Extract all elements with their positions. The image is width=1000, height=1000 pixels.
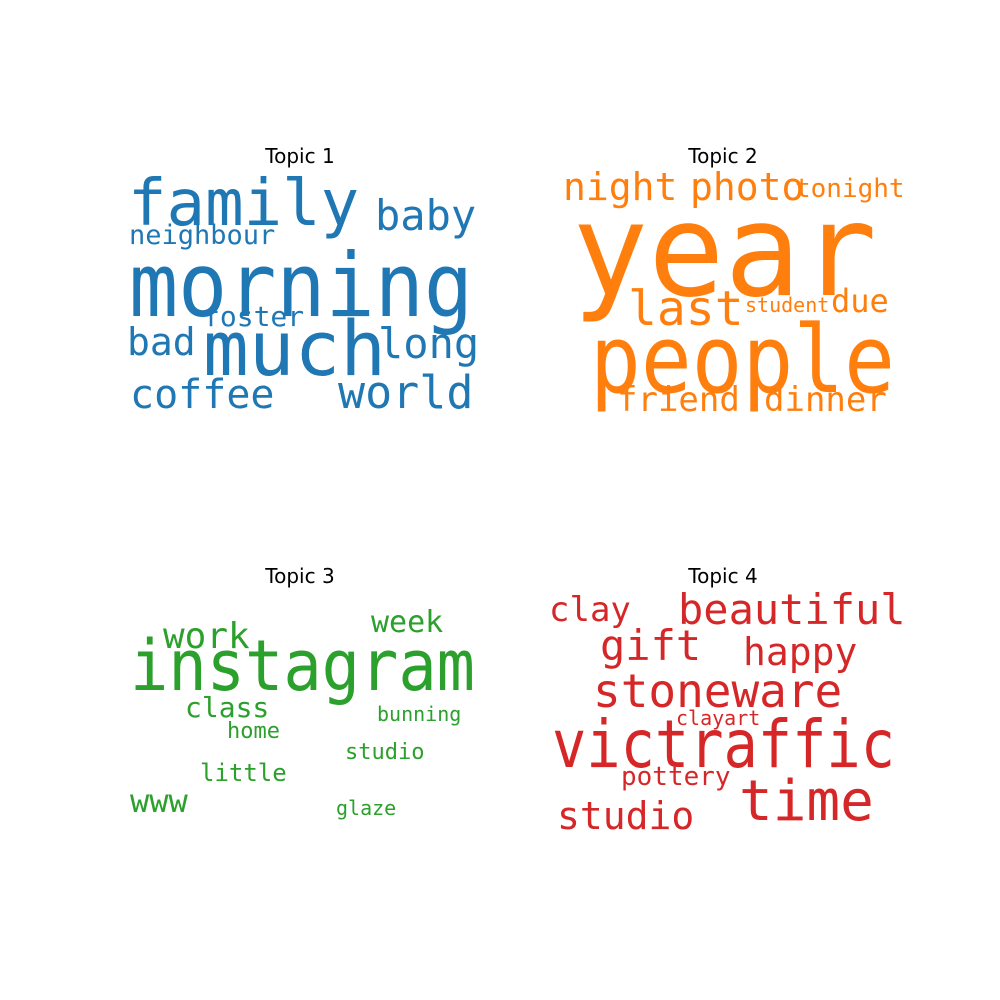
- word-much: much: [203, 304, 386, 393]
- word-photo: photo: [690, 165, 804, 209]
- word-family: family: [128, 167, 359, 241]
- word-foster: foster: [203, 300, 304, 333]
- word-due: due: [831, 282, 889, 320]
- word-clayart: clayart: [676, 706, 760, 730]
- word-friend: friend: [617, 380, 740, 420]
- word-neighbour: neighbour: [129, 220, 275, 251]
- word-little: little: [200, 759, 287, 787]
- panel-title: Topic 4: [687, 564, 757, 588]
- panel-title: Topic 3: [264, 564, 334, 588]
- panel-title: Topic 2: [687, 144, 757, 168]
- word-night: night: [563, 165, 677, 209]
- word-world: world: [338, 366, 473, 419]
- word-week: week: [371, 605, 443, 640]
- word-student: student: [745, 293, 829, 317]
- word-last: last: [628, 281, 744, 337]
- word-morning: morning: [129, 234, 473, 337]
- word-work: work: [163, 616, 250, 657]
- panel-title: Topic 1: [264, 144, 334, 168]
- word-class: class: [185, 691, 269, 724]
- word-time: time: [739, 769, 874, 834]
- word-stoneware: stoneware: [593, 664, 842, 718]
- word-happy: happy: [743, 630, 857, 674]
- word-gift: gift: [600, 621, 701, 670]
- word-beautiful: beautiful: [678, 585, 906, 634]
- word-instagram: instagram: [130, 625, 475, 707]
- word-pottery: pottery: [621, 762, 731, 792]
- word-victraffic: victraffic: [552, 706, 895, 783]
- word-baby: baby: [375, 191, 476, 240]
- word-dinner: dinner: [764, 380, 887, 420]
- word-bad: bad: [127, 320, 196, 364]
- word-www: www: [130, 782, 189, 820]
- word-studio: studio: [345, 740, 424, 765]
- word-long: long: [378, 319, 479, 368]
- word-bunning: bunning: [377, 702, 461, 726]
- word-glaze: glaze: [336, 796, 396, 820]
- word-clay: clay: [549, 590, 631, 630]
- word-tonight: tonight: [795, 174, 905, 204]
- word-year: year: [572, 177, 877, 326]
- word-people: people: [590, 306, 895, 415]
- word-home: home: [227, 719, 280, 744]
- word-coffee: coffee: [130, 372, 275, 418]
- word-studio: studio: [557, 794, 694, 838]
